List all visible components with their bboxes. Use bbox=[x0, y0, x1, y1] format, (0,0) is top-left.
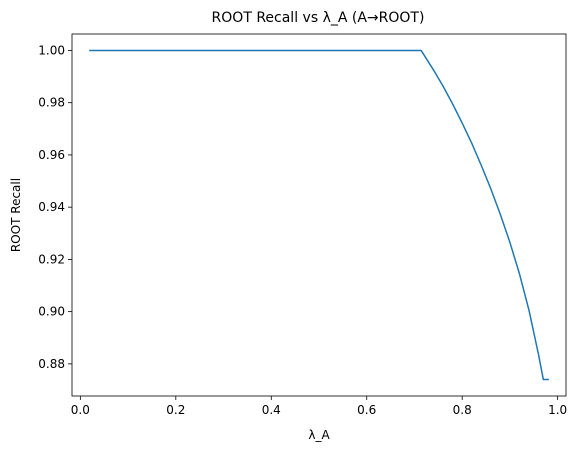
x-tick-label: 0.2 bbox=[166, 403, 185, 417]
x-axis: 0.0 0.2 0.4 0.6 0.8 1.0 bbox=[71, 396, 567, 417]
y-tick-label: 0.98 bbox=[38, 96, 65, 110]
x-axis-label: λ_A bbox=[308, 428, 330, 442]
plot-frame bbox=[71, 33, 567, 397]
y-tick-label: 0.94 bbox=[38, 200, 65, 214]
y-tick-label: 0.90 bbox=[38, 305, 65, 319]
y-tick-label: 0.96 bbox=[38, 148, 65, 162]
y-axis: 0.88 0.90 0.92 0.94 0.96 0.98 1.00 bbox=[38, 43, 72, 371]
y-axis-label: ROOT Recall bbox=[9, 178, 23, 252]
x-tick-label: 0.4 bbox=[262, 403, 281, 417]
y-tick-label: 0.88 bbox=[38, 357, 65, 371]
plot-area: 0.0 0.2 0.4 0.6 0.8 1.0 0.880.900.920.940.960… bbox=[38, 33, 567, 417]
x-tick-label: 1.0 bbox=[548, 403, 567, 417]
series-line bbox=[89, 49, 549, 381]
chart-title: ROOT Recall vs λ_A (A→ROOT) bbox=[212, 10, 425, 26]
x-tick-label: 0.6 bbox=[357, 403, 376, 417]
y-tick-label: 1.00 bbox=[38, 43, 65, 57]
y-tick-label: 0.92 bbox=[38, 252, 65, 266]
x-tick-label: 0.8 bbox=[453, 403, 472, 417]
x-tick-label: 0.0 bbox=[71, 403, 90, 417]
